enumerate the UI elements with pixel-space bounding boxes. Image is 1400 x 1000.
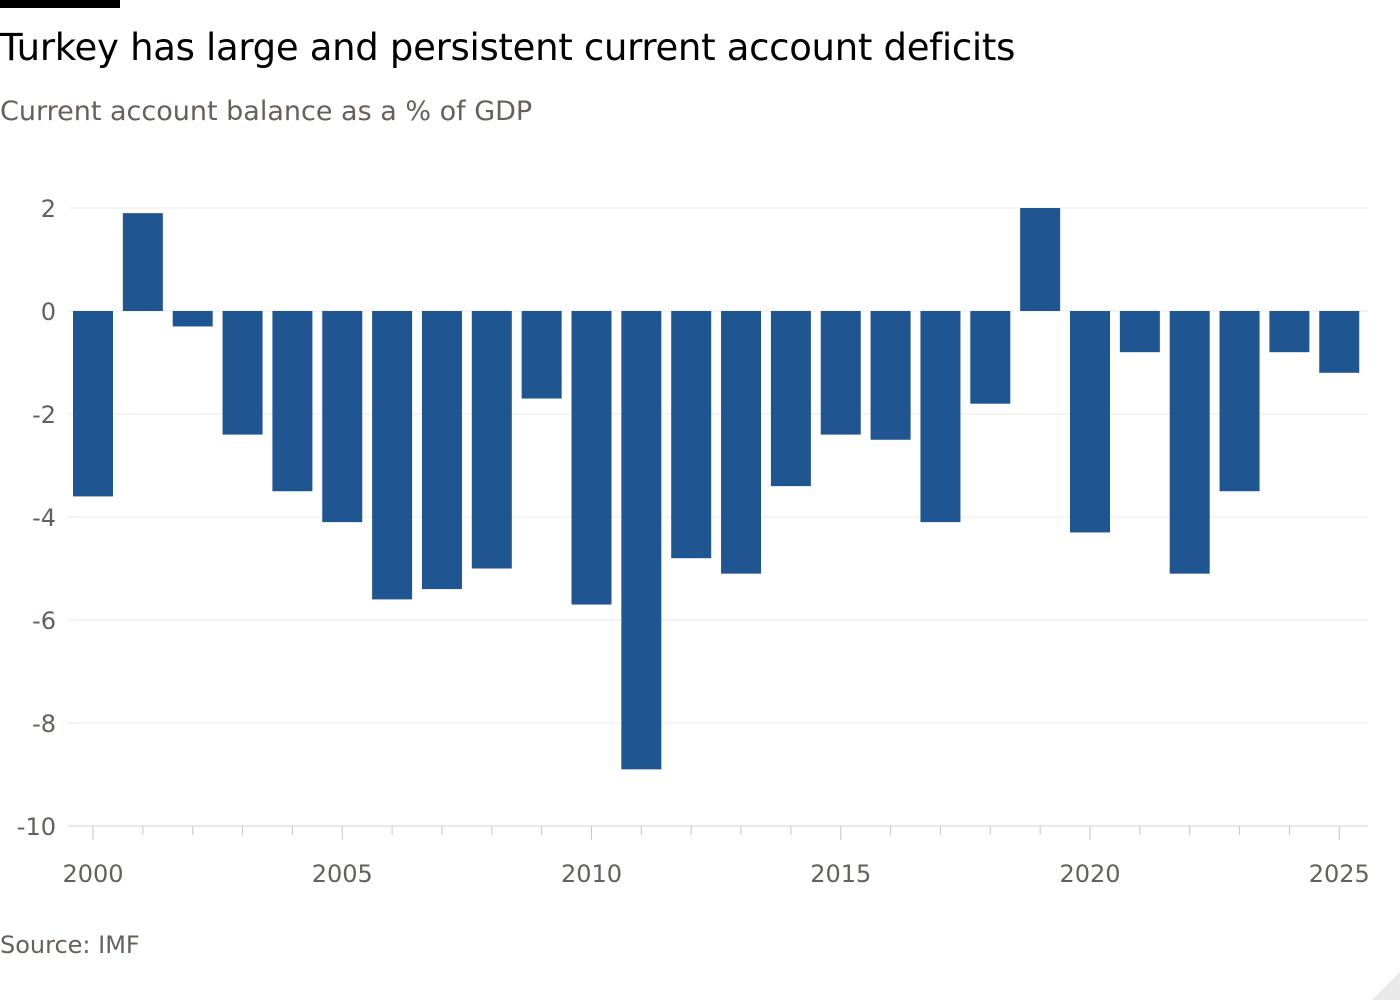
bar-2006 bbox=[372, 311, 413, 600]
bar-2024 bbox=[1269, 311, 1310, 353]
bar-2012 bbox=[671, 311, 712, 559]
bar-2020 bbox=[1070, 311, 1110, 533]
x-tick-label: 2000 bbox=[62, 860, 123, 888]
bar-2000 bbox=[73, 311, 113, 497]
y-axis-labels: 2 0 -2 -4 -6 -8 -10 bbox=[17, 195, 56, 841]
bars bbox=[73, 208, 1360, 770]
y-tick-label: 0 bbox=[41, 298, 56, 326]
source-note: Source: IMF bbox=[0, 931, 140, 959]
x-tick-label: 2010 bbox=[561, 860, 622, 888]
bar-2003 bbox=[222, 311, 263, 435]
bar-2010 bbox=[571, 311, 612, 605]
bar-2001 bbox=[122, 213, 163, 311]
y-tick-label: -4 bbox=[32, 504, 56, 532]
x-tick-label: 2025 bbox=[1309, 860, 1370, 888]
bar-2014 bbox=[770, 311, 811, 487]
bar-2022 bbox=[1169, 311, 1210, 574]
bar-2005 bbox=[322, 311, 363, 523]
chart-title: Turkey has large and persistent current … bbox=[0, 26, 1016, 69]
x-axis-labels: 2000 2005 2010 2015 2020 2025 bbox=[62, 860, 1369, 888]
bar-2017 bbox=[920, 311, 961, 523]
bar-2004 bbox=[272, 311, 313, 492]
bar-2025 bbox=[1319, 311, 1360, 373]
bar-2015 bbox=[820, 311, 861, 435]
bar-2011 bbox=[621, 311, 662, 770]
bar-2009 bbox=[521, 311, 562, 399]
y-tick-label: -10 bbox=[17, 813, 56, 841]
bar-2002 bbox=[172, 311, 213, 327]
corner-mark bbox=[1372, 972, 1400, 1000]
x-tick-label: 2005 bbox=[312, 860, 373, 888]
bar-2016 bbox=[870, 311, 911, 440]
bar-2018 bbox=[970, 311, 1011, 404]
x-tick-label: 2020 bbox=[1059, 860, 1120, 888]
y-tick-label: 2 bbox=[41, 195, 56, 223]
bar-2019 bbox=[1020, 208, 1061, 311]
y-tick-label: -8 bbox=[32, 710, 56, 738]
bar-chart: 2 0 -2 -4 -6 -8 -10 2000 2005 2010 2015 2020 2025 bbox=[17, 195, 1370, 888]
bar-2021 bbox=[1119, 311, 1160, 353]
x-tick-label: 2015 bbox=[810, 860, 871, 888]
chart-subtitle: Current account balance as a % of GDP bbox=[0, 96, 533, 127]
y-tick-label: -2 bbox=[32, 401, 56, 429]
y-tick-label: -6 bbox=[32, 607, 56, 635]
bar-2013 bbox=[721, 311, 762, 574]
bar-2008 bbox=[471, 311, 512, 569]
bar-2023 bbox=[1219, 311, 1260, 492]
header-accent-bar bbox=[0, 0, 120, 8]
bar-2007 bbox=[421, 311, 462, 590]
x-axis bbox=[68, 825, 1368, 840]
